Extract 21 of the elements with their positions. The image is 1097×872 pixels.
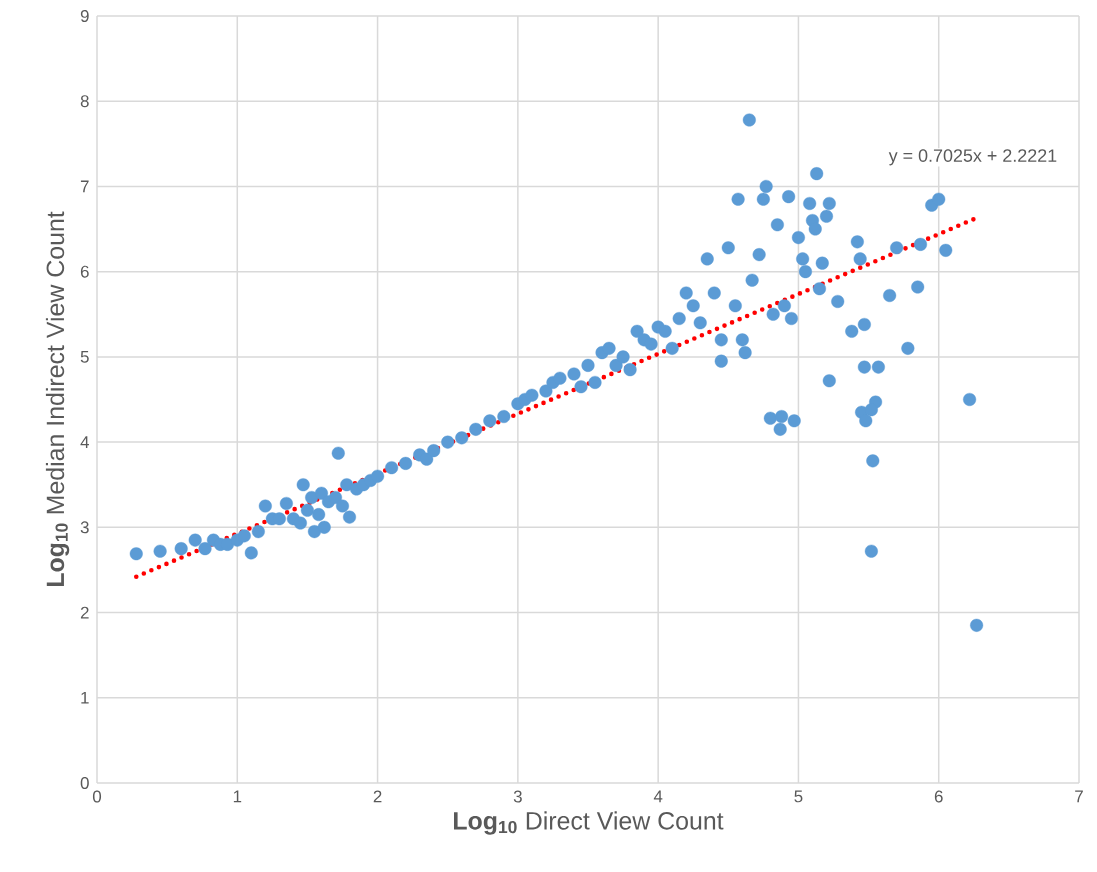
y-tick-label: 8 xyxy=(80,95,89,108)
annotation: y = 0.7025x + 2.2221 xyxy=(888,149,1057,166)
x-tick-label: 1 xyxy=(233,790,242,803)
y-tick-label: 2 xyxy=(80,606,89,619)
x-tick-label: 2 xyxy=(373,790,382,803)
y-tick-label: 5 xyxy=(80,350,89,363)
y-tick-label: 0 xyxy=(80,777,89,789)
x-tick-label: 7 xyxy=(1075,790,1083,803)
y-tick-label: 4 xyxy=(80,436,89,448)
y-tick-label: 3 xyxy=(80,521,89,534)
x-tick-label: 6 xyxy=(934,790,943,803)
text: Log$_{10}$ Direct View Count xyxy=(454,811,724,835)
y-tick-label: 7 xyxy=(80,180,89,193)
y-tick-label: 9 xyxy=(80,10,89,22)
y-tick-label: 6 xyxy=(80,265,89,278)
text: Log$_{10}$ Median Indirect View Count xyxy=(45,211,70,587)
x-tick-label: 0 xyxy=(92,790,102,803)
x-tick-label: 3 xyxy=(513,790,522,803)
y-tick-label: 1 xyxy=(81,691,89,704)
x-tick-label: 5 xyxy=(794,790,803,803)
x-tick-label: 4 xyxy=(653,790,663,803)
